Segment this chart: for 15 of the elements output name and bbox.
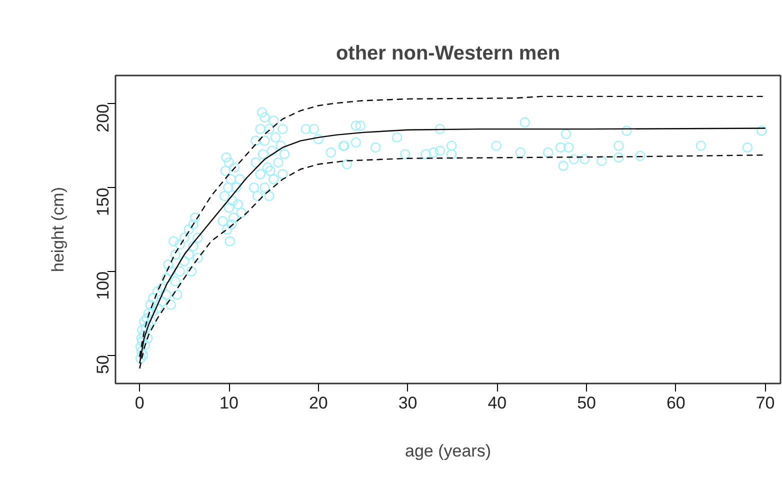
y-tick-label: 150 <box>94 188 112 216</box>
y-tick-label: 200 <box>94 104 112 132</box>
x-tick-label: 10 <box>220 394 238 412</box>
x-tick-label: 60 <box>666 394 686 412</box>
chart-title: other non-Western men <box>336 42 560 64</box>
y-tick-label: 100 <box>94 271 112 300</box>
y-tick-label: 50 <box>94 355 112 374</box>
x-tick-label: 20 <box>308 394 328 412</box>
x-axis-title: age (years) <box>405 442 491 460</box>
x-tick-label: 40 <box>488 394 507 412</box>
x-tick-label: 0 <box>134 394 144 412</box>
y-axis-title: height (cm) <box>48 186 68 272</box>
x-tick-label: 30 <box>398 394 418 412</box>
x-tick-label: 50 <box>577 394 596 412</box>
x-tick-label: 70 <box>756 394 775 412</box>
